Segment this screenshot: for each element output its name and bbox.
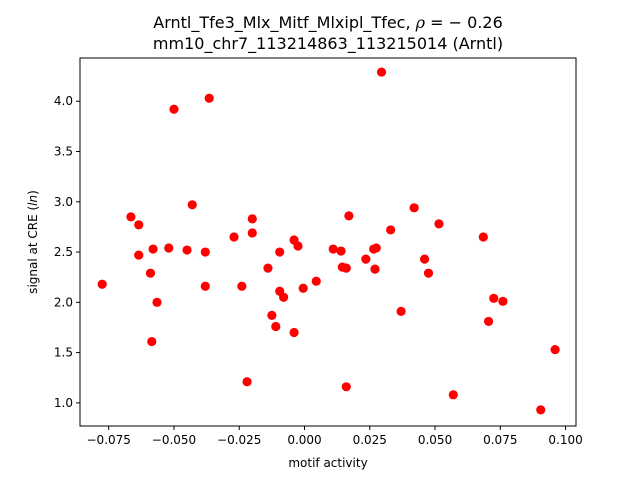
data-point bbox=[478, 232, 488, 242]
y-tick-label: 1.5 bbox=[54, 346, 73, 360]
data-point bbox=[386, 225, 396, 235]
data-point bbox=[371, 243, 381, 253]
data-point bbox=[134, 220, 144, 230]
chart-title-line2: mm10_chr7_113214863_113215014 (Arntl) bbox=[153, 34, 503, 54]
data-point bbox=[187, 200, 197, 210]
data-point bbox=[247, 228, 257, 238]
data-point bbox=[536, 405, 546, 415]
data-point bbox=[275, 247, 285, 257]
data-point bbox=[409, 203, 419, 213]
y-axis-label: signal at CRE (ln) bbox=[26, 190, 40, 294]
chart-title-line1: Arntl_Tfe3_Mlx_Mitf_Mlxipl_Tfec, ρ = − 0… bbox=[153, 13, 503, 33]
data-point bbox=[200, 281, 210, 291]
y-tick-label: 2.5 bbox=[54, 245, 73, 259]
data-point bbox=[448, 390, 458, 400]
points-layer bbox=[97, 67, 560, 415]
y-tick-label: 2.0 bbox=[54, 295, 73, 309]
data-point bbox=[97, 279, 107, 289]
x-axis-ticks: −0.075 −0.050 −0.025 0.000 0.025 0.050 0.075 0.… bbox=[87, 426, 583, 447]
data-point bbox=[311, 276, 321, 286]
data-point bbox=[200, 247, 210, 257]
chart-title-prefix: Arntl_Tfe3_Mlx_Mitf_Mlxipl_Tfec, bbox=[153, 13, 415, 33]
plot-frame bbox=[79, 57, 577, 427]
data-point bbox=[361, 254, 371, 264]
x-tick-label: −0.025 bbox=[217, 433, 261, 447]
chart-title-rho-value: = − 0.26 bbox=[425, 13, 503, 32]
data-point bbox=[298, 283, 308, 293]
data-point bbox=[152, 297, 162, 307]
data-point bbox=[271, 321, 281, 332]
y-tick-label: 3.5 bbox=[54, 145, 73, 159]
x-axis-label: motif activity bbox=[288, 456, 367, 470]
data-point bbox=[147, 336, 157, 347]
x-tick-label: 0.075 bbox=[483, 433, 517, 447]
data-point bbox=[344, 211, 354, 221]
data-point bbox=[370, 264, 380, 274]
data-point bbox=[341, 263, 351, 273]
x-tick-label: −0.075 bbox=[87, 433, 131, 447]
data-point bbox=[423, 268, 434, 278]
data-point bbox=[267, 310, 277, 320]
y-axis-label-suffix: ) bbox=[26, 190, 40, 195]
data-point bbox=[247, 214, 257, 224]
data-point bbox=[341, 382, 351, 392]
chart-title-rho-symbol: ρ bbox=[415, 13, 426, 32]
data-point bbox=[204, 93, 214, 103]
y-tick-label: 3.0 bbox=[54, 195, 73, 209]
data-point bbox=[242, 377, 252, 387]
data-point bbox=[182, 245, 192, 255]
x-tick-label: 0.025 bbox=[353, 433, 387, 447]
data-point bbox=[263, 263, 273, 273]
data-point bbox=[164, 243, 174, 253]
data-point bbox=[229, 232, 239, 242]
x-tick-label: −0.050 bbox=[152, 433, 196, 447]
x-tick-label: 0.050 bbox=[418, 433, 452, 447]
x-tick-label: 0.000 bbox=[287, 433, 321, 447]
data-point bbox=[148, 244, 158, 254]
data-point bbox=[279, 292, 289, 302]
data-point bbox=[434, 219, 444, 229]
data-point bbox=[376, 67, 387, 77]
data-point bbox=[498, 296, 508, 306]
data-point bbox=[483, 316, 494, 327]
data-point bbox=[145, 268, 156, 278]
y-tick-label: 4.0 bbox=[54, 94, 73, 108]
data-point bbox=[126, 212, 136, 222]
data-point bbox=[289, 327, 299, 338]
data-point bbox=[336, 246, 346, 256]
x-tick-label: 0.100 bbox=[548, 433, 582, 447]
y-tick-label: 1.0 bbox=[54, 396, 73, 410]
data-point bbox=[237, 281, 247, 291]
y-axis-ticks: 1.0 1.5 2.0 2.5 3.0 3.5 4.0 bbox=[54, 94, 80, 410]
data-point bbox=[550, 344, 560, 355]
data-point bbox=[396, 306, 406, 316]
y-axis-label-prefix: signal at CRE ( bbox=[26, 206, 40, 294]
data-point bbox=[134, 250, 144, 260]
data-point bbox=[489, 293, 499, 303]
y-axis-label-italic: ln bbox=[26, 195, 40, 206]
data-point bbox=[293, 241, 303, 251]
data-point bbox=[328, 244, 338, 254]
data-point bbox=[169, 104, 179, 114]
data-point bbox=[419, 254, 430, 264]
